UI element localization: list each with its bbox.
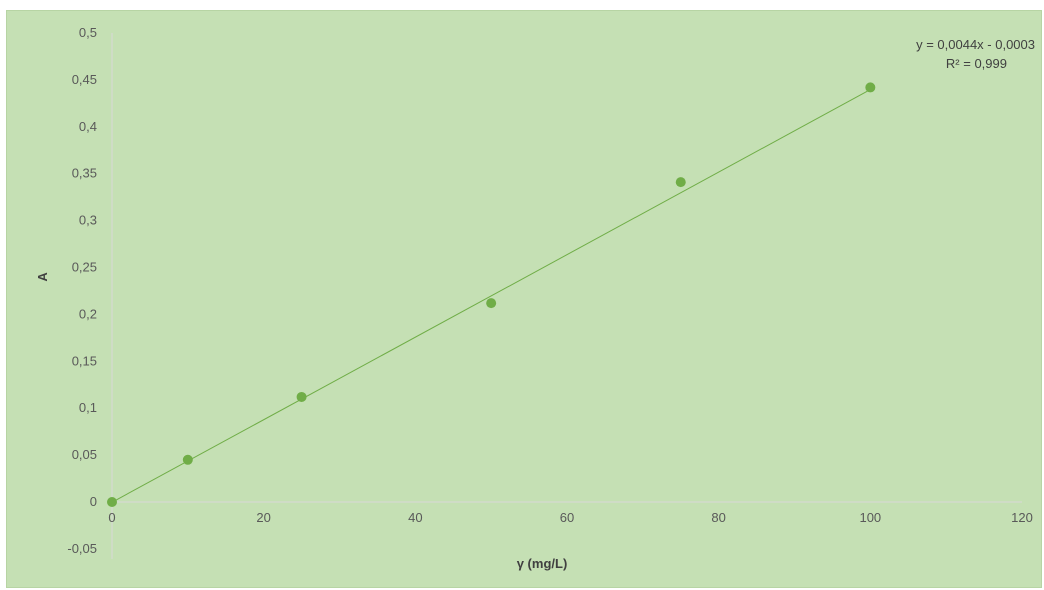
y-tick-label: 0 — [90, 494, 97, 509]
y-tick-label: 0,2 — [79, 306, 97, 321]
y-tick-label: 0,05 — [72, 447, 97, 462]
data-point — [675, 177, 686, 188]
trendline-r-squared: R² = 0,999 — [946, 56, 1007, 71]
x-tick-label: 60 — [560, 510, 574, 525]
data-point — [107, 497, 117, 507]
x-tick-label: 120 — [1011, 510, 1033, 525]
scatter-chart: -0,05 0 0,05 0,1 0,15 0,2 0,25 0,3 0,35 0,4 0,45 0,… — [35, 25, 1035, 571]
y-tick-label: 0,3 — [79, 213, 97, 228]
y-tick-label: 0,35 — [72, 166, 97, 181]
y-tick-label: 0,4 — [79, 119, 97, 134]
x-tick-label: 100 — [859, 510, 881, 525]
x-tick-label: 0 — [108, 510, 115, 525]
data-point — [865, 82, 876, 93]
x-tick-label: 80 — [711, 510, 725, 525]
y-tick-label: 0,25 — [72, 260, 97, 275]
chart-area: -0,05 0 0,05 0,1 0,15 0,2 0,25 0,3 0,35 0,4 0,45 0,… — [6, 10, 1042, 588]
data-point — [296, 391, 307, 402]
trendline — [111, 89, 871, 503]
x-tick-label: 20 — [256, 510, 270, 525]
x-axis-title: γ (mg/L) — [517, 556, 568, 571]
trendline-equation: y = 0,0044x - 0,0003 — [916, 37, 1035, 52]
data-point — [486, 298, 497, 309]
y-axis-title: A — [35, 272, 50, 282]
y-tick-label: 0,45 — [72, 72, 97, 87]
y-tick-label: 0,15 — [72, 353, 97, 368]
y-tick-label: 0,1 — [79, 400, 97, 415]
y-tick-label: 0,5 — [79, 25, 97, 40]
x-tick-label: 40 — [408, 510, 422, 525]
y-tick-label: -0,05 — [67, 541, 97, 556]
data-point — [182, 454, 193, 465]
